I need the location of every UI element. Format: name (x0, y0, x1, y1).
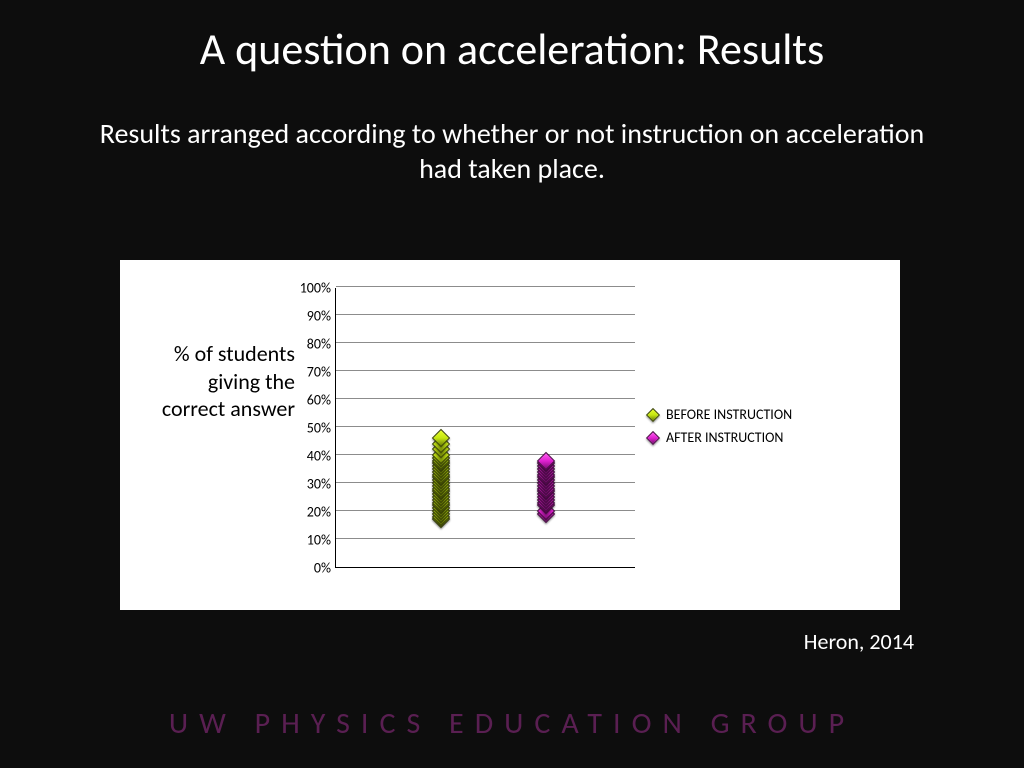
y-tick-label: 40% (281, 448, 331, 465)
gridline (336, 398, 635, 399)
gridline (336, 510, 635, 511)
gridline (336, 370, 635, 371)
plot-area: 0%10%20%30%40%50%60%70%80%90%100% (335, 288, 635, 568)
slide-subtitle: Results arranged according to whether or… (0, 76, 1024, 186)
gridline (336, 426, 635, 427)
gridline (336, 314, 635, 315)
chart-panel: % of students giving the correct answer … (120, 260, 900, 610)
y-tick-label: 0% (281, 560, 331, 577)
y-tick-label: 80% (281, 336, 331, 353)
y-axis-label: % of students giving the correct answer (160, 340, 295, 423)
legend-label: BEFORE INSTRUCTION (666, 406, 792, 423)
gridline (336, 482, 635, 483)
y-tick-label: 70% (281, 364, 331, 381)
gridline (336, 286, 635, 287)
gridline (336, 454, 635, 455)
y-tick-label: 50% (281, 420, 331, 437)
y-tick-label: 30% (281, 476, 331, 493)
legend-marker-icon (646, 430, 660, 444)
y-tick-label: 100% (281, 280, 331, 297)
gridline (336, 538, 635, 539)
gridline (336, 342, 635, 343)
y-tick-label: 90% (281, 308, 331, 325)
y-tick-label: 60% (281, 392, 331, 409)
legend-label: AFTER INSTRUCTION (666, 429, 783, 446)
legend-item: AFTER INSTRUCTION (648, 429, 792, 446)
legend-marker-icon (646, 407, 660, 421)
y-tick-label: 20% (281, 504, 331, 521)
footer-branding: UW PHYSICS EDUCATION GROUP (0, 705, 1024, 742)
citation: Heron, 2014 (804, 628, 914, 655)
y-tick-label: 10% (281, 532, 331, 549)
legend-item: BEFORE INSTRUCTION (648, 406, 792, 423)
chart-legend: BEFORE INSTRUCTION AFTER INSTRUCTION (648, 406, 792, 452)
slide-title: A question on acceleration: Results (0, 0, 1024, 76)
